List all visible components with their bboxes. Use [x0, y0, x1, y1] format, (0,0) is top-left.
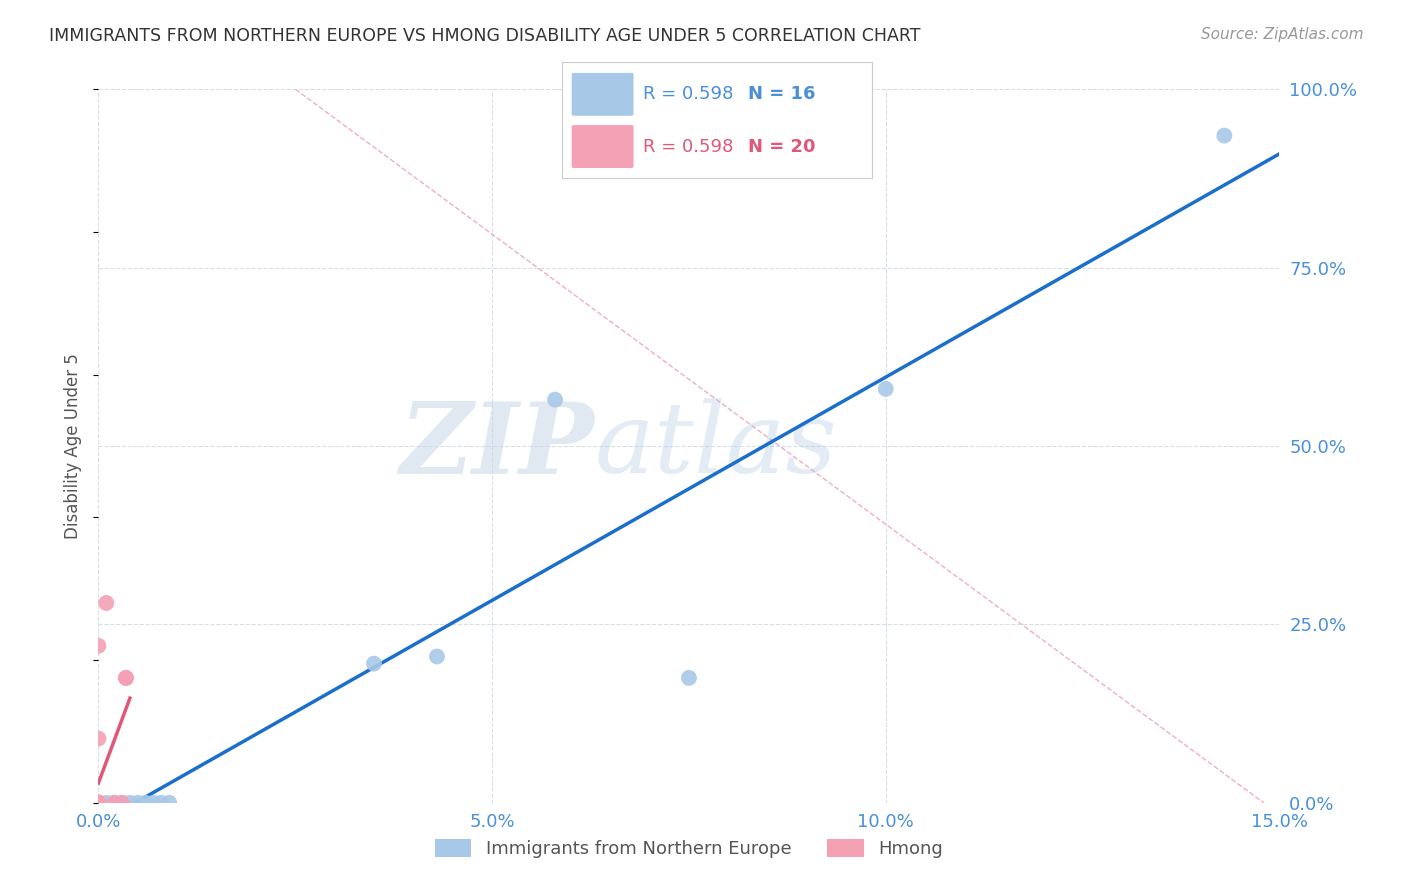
Text: IMMIGRANTS FROM NORTHERN EUROPE VS HMONG DISABILITY AGE UNDER 5 CORRELATION CHAR: IMMIGRANTS FROM NORTHERN EUROPE VS HMONG…: [49, 27, 921, 45]
Point: [875, 382, 897, 396]
Point: [87, 796, 110, 810]
Text: N = 20: N = 20: [748, 137, 815, 155]
Point: [426, 649, 449, 664]
Point: [87, 796, 110, 810]
Point: [150, 796, 173, 810]
Legend: Immigrants from Northern Europe, Hmong: Immigrants from Northern Europe, Hmong: [427, 831, 950, 865]
Text: R = 0.598: R = 0.598: [643, 137, 733, 155]
Point: [115, 671, 138, 685]
Point: [678, 671, 700, 685]
Text: Source: ZipAtlas.com: Source: ZipAtlas.com: [1201, 27, 1364, 42]
Point: [87, 796, 110, 810]
Point: [157, 796, 180, 810]
Point: [111, 796, 134, 810]
Point: [87, 796, 110, 810]
Point: [96, 596, 118, 610]
Point: [103, 796, 125, 810]
Text: R = 0.598: R = 0.598: [643, 86, 733, 103]
Point: [87, 796, 110, 810]
Point: [87, 796, 110, 810]
Text: N = 16: N = 16: [748, 86, 815, 103]
Point: [544, 392, 567, 407]
Y-axis label: Disability Age Under 5: Disability Age Under 5: [65, 353, 83, 539]
Point: [127, 796, 149, 810]
Point: [87, 796, 110, 810]
Point: [103, 796, 125, 810]
Point: [87, 796, 110, 810]
Point: [111, 796, 134, 810]
Text: ZIP: ZIP: [399, 398, 595, 494]
FancyBboxPatch shape: [572, 125, 634, 168]
Point: [363, 657, 385, 671]
Point: [115, 671, 138, 685]
Point: [96, 796, 118, 810]
Point: [87, 639, 110, 653]
Point: [135, 796, 157, 810]
Point: [87, 796, 110, 810]
Point: [87, 796, 110, 810]
Point: [87, 796, 110, 810]
Point: [87, 731, 110, 746]
Point: [1213, 128, 1236, 143]
Text: atlas: atlas: [595, 399, 837, 493]
Point: [87, 796, 110, 810]
Point: [87, 796, 110, 810]
Point: [142, 796, 165, 810]
Point: [118, 796, 141, 810]
FancyBboxPatch shape: [572, 73, 634, 116]
Point: [87, 796, 110, 810]
